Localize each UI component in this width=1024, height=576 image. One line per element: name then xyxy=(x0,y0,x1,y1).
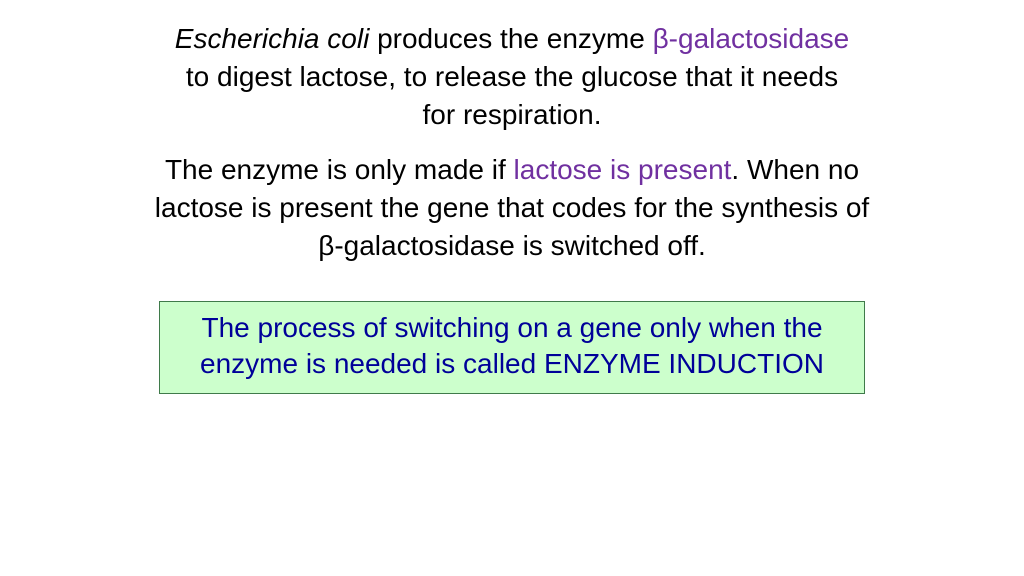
paragraph-1: Escherichia coli produces the enzyme β-g… xyxy=(172,20,852,133)
enzyme-induction-callout: The process of switching on a gene only … xyxy=(159,301,865,394)
p1-seg2: produces the enzyme xyxy=(369,23,652,54)
callout-text: The process of switching on a gene only … xyxy=(200,312,824,379)
p1-seg4: to digest lactose, to release the glucos… xyxy=(186,61,838,130)
condition-highlight: lactose is present xyxy=(514,154,732,185)
organism-name: Escherichia coli xyxy=(175,23,370,54)
paragraph-2: The enzyme is only made if lactose is pr… xyxy=(152,151,872,264)
enzyme-name-highlight: β-galactosidase xyxy=(653,23,850,54)
p2-seg1: The enzyme is only made if xyxy=(165,154,514,185)
